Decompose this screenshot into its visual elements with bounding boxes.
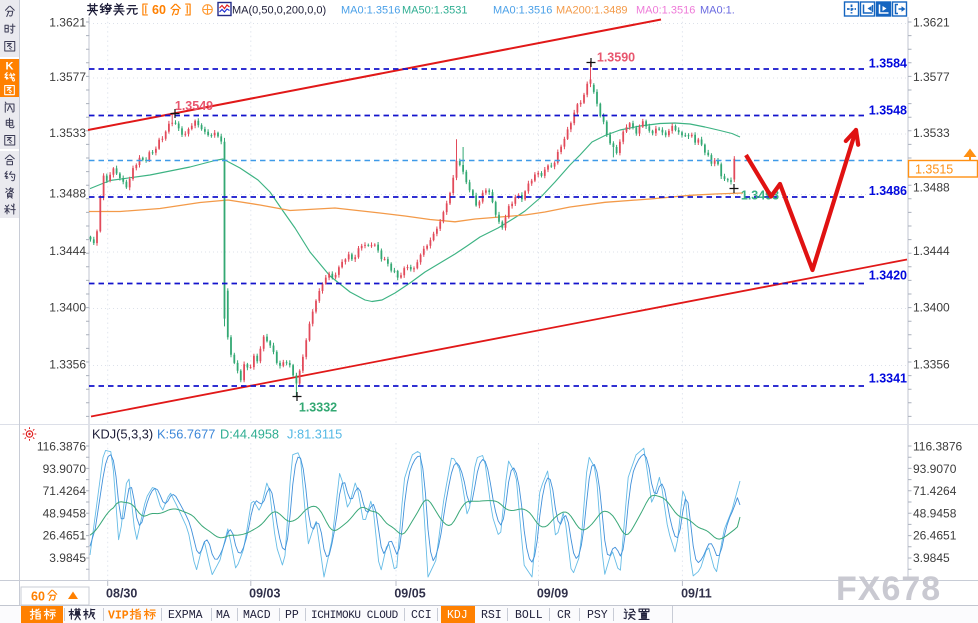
svg-text:1.3444: 1.3444 [913,244,950,258]
svg-text:1.3400: 1.3400 [49,301,86,315]
svg-text:09/03: 09/03 [249,587,280,601]
svg-text:J:81.3115: J:81.3115 [287,427,342,442]
svg-text:PP: PP [285,609,299,622]
svg-text:09/11: 09/11 [681,587,712,601]
svg-text:1.3577: 1.3577 [49,70,86,84]
svg-text:MA(0,50,0,200,0,0): MA(0,50,0,200,0,0) [232,5,326,17]
svg-text:1.3488: 1.3488 [49,187,86,201]
svg-text:ICHIMOKU CLOUD: ICHIMOKU CLOUD [311,610,399,622]
svg-text:1.3332: 1.3332 [299,401,337,415]
svg-text:116.3876: 116.3876 [913,440,962,454]
svg-text:RSI: RSI [481,609,502,622]
svg-text:KDJ: KDJ [447,609,468,622]
svg-text:26.4651: 26.4651 [43,529,87,543]
svg-text:CCI: CCI [411,609,432,622]
svg-text:116.3876: 116.3876 [37,440,86,454]
svg-text:MA0:1.3516: MA0:1.3516 [636,5,695,17]
svg-text:1.3420: 1.3420 [869,269,907,283]
svg-text:93.9070: 93.9070 [43,462,87,476]
svg-text:1.3584: 1.3584 [869,57,907,71]
svg-text:CR: CR [557,609,571,622]
svg-text:09/09: 09/09 [537,587,568,601]
svg-text:60: 60 [31,590,45,604]
svg-text:1.3488: 1.3488 [913,181,950,195]
svg-text:1.3356: 1.3356 [913,358,950,372]
svg-text:26.4651: 26.4651 [913,529,957,543]
svg-text:PSY: PSY [587,609,608,622]
svg-text:1.3577: 1.3577 [913,70,950,84]
svg-text:1.3515: 1.3515 [915,163,953,177]
svg-text:71.4264: 71.4264 [43,484,87,498]
svg-text:1.3621: 1.3621 [913,16,950,30]
svg-text:MA0:1.: MA0:1. [700,5,735,17]
svg-text:48.9458: 48.9458 [43,506,87,520]
svg-text:48.9458: 48.9458 [913,506,957,520]
svg-text:1.3533: 1.3533 [49,126,86,140]
svg-text:3.9845: 3.9845 [49,551,86,565]
svg-text:MA0:1.3516: MA0:1.3516 [341,5,400,17]
svg-text:MA0:1.3516: MA0:1.3516 [493,5,552,17]
svg-text:1.3486: 1.3486 [869,184,907,198]
svg-text:BOLL: BOLL [515,609,543,622]
svg-text:1.3444: 1.3444 [49,244,86,258]
svg-text:EXPMA: EXPMA [168,609,203,622]
svg-text:MACD: MACD [243,609,271,622]
svg-text:71.4264: 71.4264 [913,484,957,498]
svg-text:1.3341: 1.3341 [869,372,907,386]
svg-text:09/05: 09/05 [394,587,425,601]
svg-text:D:44.4958: D:44.4958 [220,427,279,442]
svg-text:K: K [6,61,14,73]
svg-text:1.3533: 1.3533 [913,126,950,140]
svg-text:1.3590: 1.3590 [597,51,635,65]
svg-text:1.3400: 1.3400 [913,301,950,315]
svg-text:08/30: 08/30 [106,587,137,601]
svg-text:MA: MA [216,609,230,622]
svg-text:MA200:1.3489: MA200:1.3489 [556,5,628,17]
svg-text:FX678: FX678 [836,570,941,608]
svg-text:K:56.7677: K:56.7677 [157,427,215,442]
svg-text:VIP: VIP [108,610,129,623]
svg-text:1.3549: 1.3549 [175,99,213,113]
svg-text:3.9845: 3.9845 [913,551,950,565]
svg-text:93.9070: 93.9070 [913,462,957,476]
svg-text:1.3621: 1.3621 [49,16,86,30]
svg-text:60: 60 [152,3,166,17]
svg-text:MA50:1.3531: MA50:1.3531 [402,5,467,17]
svg-text:1.3548: 1.3548 [869,104,907,118]
svg-text:1.3356: 1.3356 [49,358,86,372]
svg-text:KDJ(5,3,3): KDJ(5,3,3) [92,427,153,442]
